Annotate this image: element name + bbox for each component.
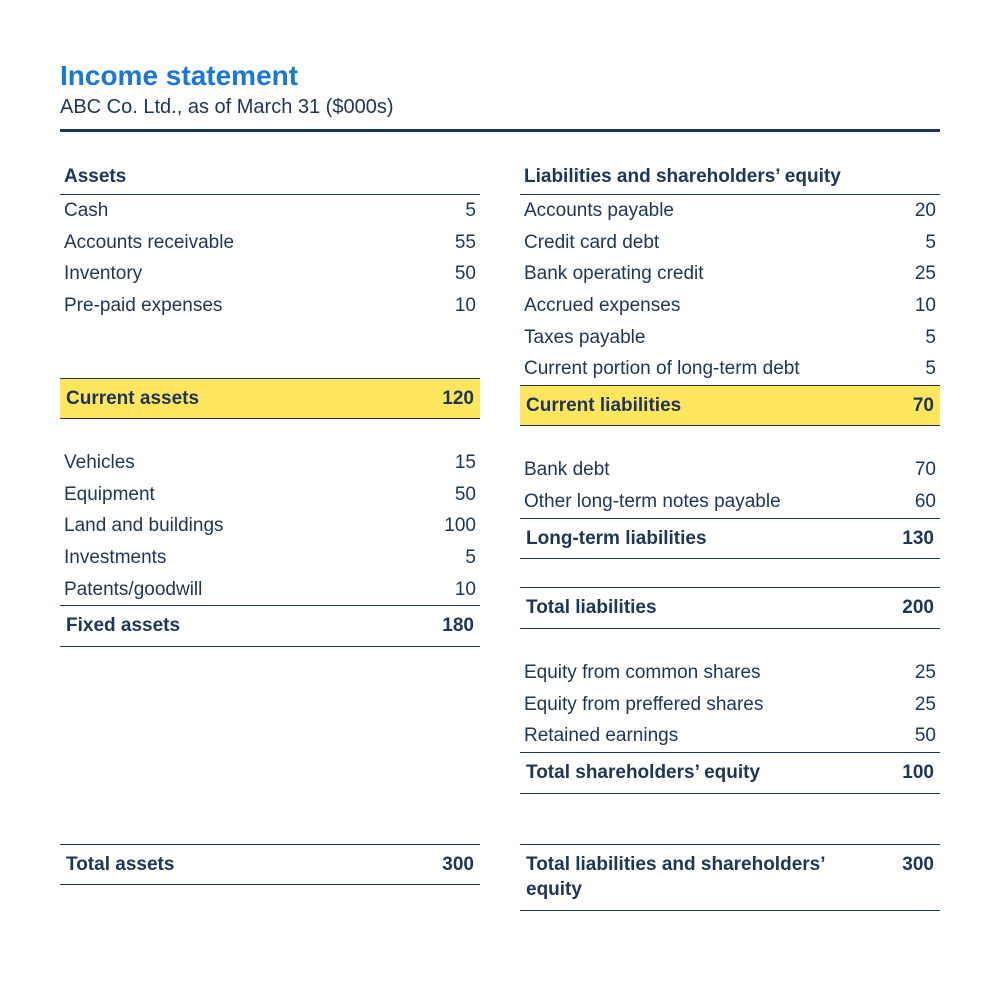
row-label: Taxes payable: [524, 325, 886, 351]
header-rule: [60, 129, 940, 132]
row-value: 25: [886, 660, 936, 686]
row-label: Accounts payable: [524, 198, 886, 224]
subtotal-value: 180: [424, 613, 474, 639]
two-column-layout: Assets Cash 5 Accounts receivable 55 Inv…: [60, 160, 940, 794]
row-value: 10: [426, 293, 476, 319]
subtotal-label: Total shareholders’ equity: [526, 760, 884, 786]
subtotal-value: 130: [884, 526, 934, 552]
fixed-assets-subtotal: Fixed assets 180: [60, 605, 480, 647]
table-row: Pre-paid expenses 10: [60, 290, 480, 322]
row-label: Bank operating credit: [524, 261, 886, 287]
table-row: Patents/goodwill 10: [60, 574, 480, 606]
row-value: 10: [426, 577, 476, 603]
row-value: 20: [886, 198, 936, 224]
row-label: Patents/goodwill: [64, 577, 426, 603]
row-label: Equipment: [64, 482, 426, 508]
subtotal-value: 200: [884, 595, 934, 621]
row-value: 5: [426, 545, 476, 571]
total-assets: Total assets 300: [60, 844, 480, 886]
row-label: Equity from preffered shares: [524, 692, 886, 718]
table-row: Vehicles 15: [60, 447, 480, 479]
total-liabilities-equity: Total liabilities and shareholders’ equi…: [520, 844, 940, 911]
row-label: Bank debt: [524, 457, 886, 483]
long-term-liabilities-subtotal: Long-term liabilities 130: [520, 518, 940, 560]
subtotal-label: Fixed assets: [66, 613, 424, 639]
total-label: Total assets: [66, 852, 424, 878]
table-row: Equity from preffered shares 25: [520, 689, 940, 721]
row-label: Retained earnings: [524, 723, 886, 749]
total-value: 300: [424, 852, 474, 878]
table-row: Accrued expenses 10: [520, 290, 940, 322]
total-liabilities-subtotal: Total liabilities 200: [520, 587, 940, 629]
row-value: 100: [426, 513, 476, 539]
table-row: Bank operating credit 25: [520, 258, 940, 290]
subtotal-label: Total liabilities: [526, 595, 884, 621]
row-label: Investments: [64, 545, 426, 571]
row-label: Other long-term notes payable: [524, 489, 886, 515]
table-row: Retained earnings 50: [520, 720, 940, 752]
page-subtitle: ABC Co. Ltd., as of March 31 ($000s): [60, 96, 940, 119]
row-label: Vehicles: [64, 450, 426, 476]
row-label: Pre-paid expenses: [64, 293, 426, 319]
subtotal-label: Current liabilities: [526, 393, 884, 419]
current-liabilities-subtotal: Current liabilities 70: [520, 385, 940, 427]
table-row: Cash 5: [60, 195, 480, 227]
row-value: 50: [426, 261, 476, 287]
row-value: 5: [886, 356, 936, 382]
row-value: 25: [886, 261, 936, 287]
liabilities-column: Liabilities and shareholders’ equity Acc…: [520, 160, 940, 794]
row-label: Accounts receivable: [64, 230, 426, 256]
row-label: Credit card debt: [524, 230, 886, 256]
subtotal-value: 70: [884, 393, 934, 419]
subtotal-label: Current assets: [66, 386, 424, 412]
row-label: Inventory: [64, 261, 426, 287]
table-row: Investments 5: [60, 542, 480, 574]
table-row: Accounts payable 20: [520, 195, 940, 227]
page-title: Income statement: [60, 60, 940, 92]
balance-sheet: Income statement ABC Co. Ltd., as of Mar…: [0, 0, 1000, 911]
assets-column: Assets Cash 5 Accounts receivable 55 Inv…: [60, 160, 480, 794]
subtotal-value: 100: [884, 760, 934, 786]
table-row: Land and buildings 100: [60, 510, 480, 542]
total-equity-subtotal: Total shareholders’ equity 100: [520, 752, 940, 794]
current-assets-subtotal: Current assets 120: [60, 378, 480, 420]
row-label: Equity from common shares: [524, 660, 886, 686]
row-label: Accrued expenses: [524, 293, 886, 319]
total-label: Total liabilities and shareholders’ equi…: [526, 852, 884, 903]
subtotal-value: 120: [424, 386, 474, 412]
table-row: Other long-term notes payable 60: [520, 486, 940, 518]
subtotal-label: Long-term liabilities: [526, 526, 884, 552]
total-value: 300: [884, 852, 934, 878]
table-row: Accounts receivable 55: [60, 227, 480, 259]
row-value: 10: [886, 293, 936, 319]
table-row: Equipment 50: [60, 479, 480, 511]
row-value: 50: [426, 482, 476, 508]
row-value: 25: [886, 692, 936, 718]
table-row: Credit card debt 5: [520, 227, 940, 259]
row-value: 15: [426, 450, 476, 476]
row-label: Land and buildings: [64, 513, 426, 539]
row-value: 50: [886, 723, 936, 749]
row-value: 5: [426, 198, 476, 224]
row-value: 5: [886, 230, 936, 256]
table-row: Bank debt 70: [520, 454, 940, 486]
table-row: Taxes payable 5: [520, 322, 940, 354]
row-value: 60: [886, 489, 936, 515]
table-row: Current portion of long-term debt 5: [520, 353, 940, 385]
liabilities-header: Liabilities and shareholders’ equity: [520, 160, 940, 195]
row-value: 5: [886, 325, 936, 351]
row-label: Cash: [64, 198, 426, 224]
row-label: Current portion of long-term debt: [524, 356, 886, 382]
table-row: Inventory 50: [60, 258, 480, 290]
row-value: 70: [886, 457, 936, 483]
row-value: 55: [426, 230, 476, 256]
table-row: Equity from common shares 25: [520, 657, 940, 689]
assets-header: Assets: [60, 160, 480, 195]
totals-row: Total assets 300 Total liabilities and s…: [60, 844, 940, 911]
